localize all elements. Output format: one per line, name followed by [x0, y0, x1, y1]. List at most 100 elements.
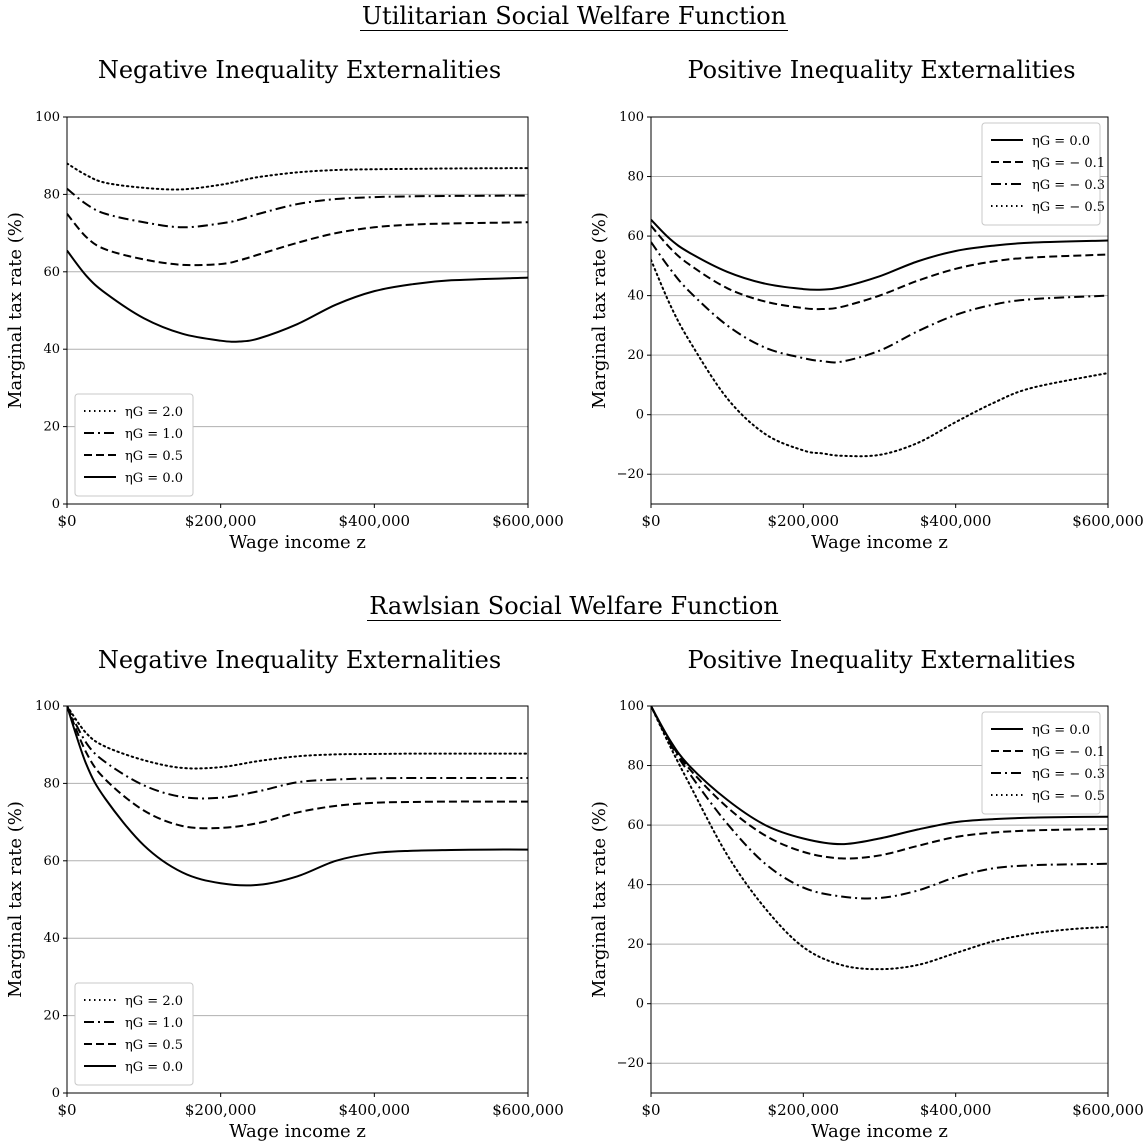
series-line-2 [67, 187, 528, 229]
legend-label: ηG = 0.5 [125, 449, 183, 464]
legend-label: ηG = − 0.3 [1032, 767, 1105, 782]
panel-1: Negative Inequality Externalities 0 20 40 60… [5, 56, 564, 553]
plot-frame [66, 116, 529, 505]
x-tick-label: $200,000 [768, 1101, 840, 1119]
series-line-3 [67, 706, 528, 830]
legend-label: ηG = 1.0 [125, 1016, 183, 1031]
y-tick-label: 20 [627, 348, 644, 363]
x-tick-label: $600,000 [1072, 512, 1144, 530]
panel-title: Positive Inequality Externalities [687, 56, 1075, 84]
panel-title: Negative Inequality Externalities [98, 646, 501, 674]
legend-label: ηG = − 0.1 [1032, 745, 1105, 760]
y-tick-label: 60 [627, 229, 644, 244]
legend-box [74, 393, 194, 497]
y-tick-label: 20 [43, 1009, 60, 1024]
series-line-3 [651, 241, 1108, 364]
series-line-1 [651, 218, 1108, 291]
plot-frame [650, 116, 1109, 505]
x-tick-label: $600,000 [1072, 1101, 1144, 1119]
plot-frame [66, 705, 529, 1094]
legend-box [981, 711, 1101, 815]
y-tick-label: 100 [619, 110, 644, 125]
panel-2: Positive Inequality Externalities −20 0 20 4… [589, 56, 1144, 553]
series-line-2 [67, 706, 528, 800]
legend-label: ηG = − 0.3 [1032, 178, 1105, 193]
legend-label: ηG = − 0.1 [1032, 156, 1105, 171]
legend: ηG = 2.0 ηG = 1.0 ηG = 0.5 ηG = 0.0 [74, 982, 194, 1086]
legend: ηG = 0.0 ηG = − 0.1 ηG = − 0.3 ηG = − 0.5 [981, 122, 1105, 226]
series-line-1 [67, 162, 528, 191]
row-title-utilitarian: Utilitarian Social Welfare Function [0, 2, 1148, 31]
legend-box [74, 982, 194, 1086]
x-tick-label: $0 [57, 512, 76, 530]
y-tick-label: 0 [636, 997, 644, 1012]
y-tick-label: 40 [627, 878, 644, 893]
x-tick-label: $400,000 [920, 512, 992, 530]
x-tick-label: $400,000 [920, 1101, 992, 1119]
y-tick-label: 80 [43, 187, 60, 202]
legend-box [981, 122, 1101, 226]
y-axis-label: Marginal tax rate (%) [5, 212, 26, 409]
legend-label: ηG = 2.0 [125, 405, 183, 420]
legend: ηG = 2.0 ηG = 1.0 ηG = 0.5 ηG = 0.0 [74, 393, 194, 497]
x-tick-label: $200,000 [185, 512, 257, 530]
row-title-rawlsian-text: Rawlsian Social Welfare Function [367, 592, 781, 621]
y-tick-label: 80 [43, 776, 60, 791]
y-tick-label: 40 [627, 289, 644, 304]
x-tick-label: $0 [641, 512, 660, 530]
series-line-4 [651, 706, 1108, 971]
y-tick-label: 100 [35, 110, 60, 125]
row-title-utilitarian-text: Utilitarian Social Welfare Function [359, 2, 789, 31]
series-line-3 [651, 706, 1108, 900]
x-tick-label: $600,000 [492, 1101, 564, 1119]
legend-label: ηG = 0.5 [125, 1038, 183, 1053]
legend-label: ηG = 2.0 [125, 994, 183, 1009]
x-tick-label: $0 [641, 1101, 660, 1119]
legend: ηG = 0.0 ηG = − 0.1 ηG = − 0.3 ηG = − 0.5 [981, 711, 1105, 815]
y-tick-label: 40 [43, 342, 60, 357]
y-axis-label: Marginal tax rate (%) [589, 212, 610, 409]
legend-label: ηG = 1.0 [125, 427, 183, 442]
x-tick-label: $400,000 [339, 1101, 411, 1119]
x-tick-label: $200,000 [185, 1101, 257, 1119]
series-line-2 [651, 225, 1108, 311]
series-line-3 [67, 213, 528, 267]
panel-4: Positive Inequality Externalities −20 0 20 4… [589, 646, 1144, 1142]
x-axis-label: Wage income z [229, 532, 366, 553]
y-tick-label: 100 [35, 699, 60, 714]
x-tick-label: $0 [57, 1101, 76, 1119]
y-tick-label: 40 [43, 931, 60, 946]
y-tick-label: 60 [43, 854, 60, 869]
x-tick-label: $400,000 [339, 512, 411, 530]
y-tick-label: 60 [627, 818, 644, 833]
legend-label: ηG = − 0.5 [1032, 200, 1105, 215]
y-axis-label: Marginal tax rate (%) [589, 801, 610, 998]
y-tick-label: −20 [617, 1056, 644, 1071]
y-tick-label: 80 [627, 170, 644, 185]
panel-3: Negative Inequality Externalities 0 20 40 60… [5, 646, 564, 1142]
x-axis-label: Wage income z [811, 1121, 948, 1142]
y-tick-label: 0 [636, 408, 644, 423]
panel-title: Positive Inequality Externalities [687, 646, 1075, 674]
y-tick-label: 20 [627, 937, 644, 952]
x-tick-label: $600,000 [492, 512, 564, 530]
y-tick-label: 0 [52, 1086, 60, 1101]
series-line-4 [651, 258, 1108, 458]
legend-label: ηG = 0.0 [1032, 134, 1090, 149]
series-line-1 [67, 706, 528, 770]
row-title-rawlsian: Rawlsian Social Welfare Function [0, 592, 1148, 621]
x-tick-label: $200,000 [768, 512, 840, 530]
series-line-2 [651, 706, 1108, 860]
series-line-4 [67, 706, 528, 887]
y-tick-label: 20 [43, 420, 60, 435]
y-tick-label: 80 [627, 759, 644, 774]
legend-label: ηG = − 0.5 [1032, 789, 1105, 804]
series-line-4 [67, 249, 528, 343]
y-tick-label: 60 [43, 265, 60, 280]
y-tick-label: 100 [619, 699, 644, 714]
x-axis-label: Wage income z [229, 1121, 366, 1142]
y-tick-label: −20 [617, 467, 644, 482]
legend-label: ηG = 0.0 [125, 1060, 183, 1075]
legend-label: ηG = 0.0 [125, 471, 183, 486]
